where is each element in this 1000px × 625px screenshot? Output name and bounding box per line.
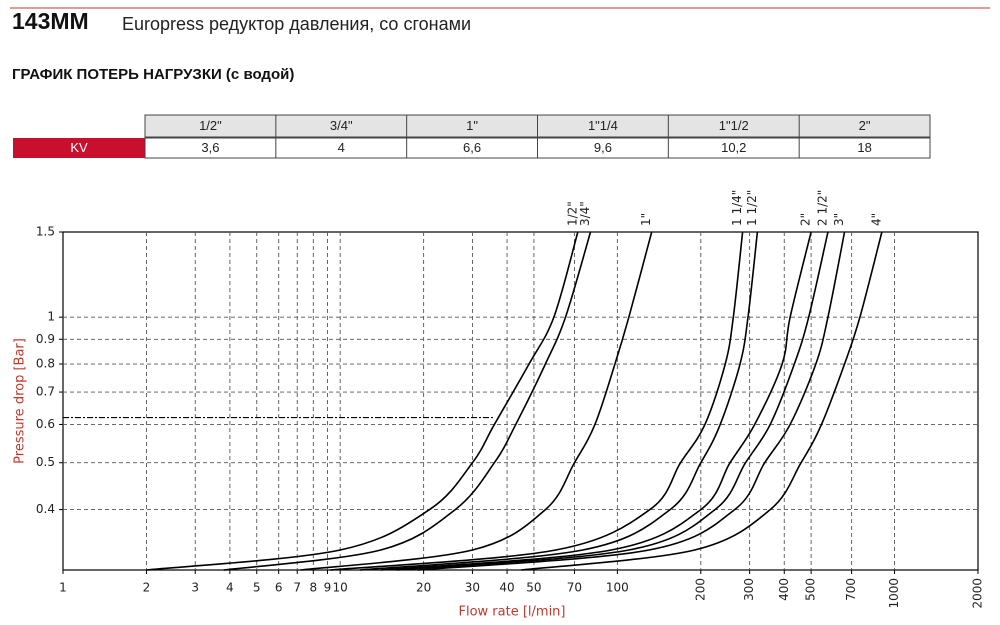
plot-frame <box>62 231 979 571</box>
kv-value: 18 <box>857 140 871 155</box>
y-tick-label: 0.7 <box>36 385 55 399</box>
column-header: 1"1/4 <box>588 118 618 133</box>
x-tick-label: 400 <box>777 578 791 601</box>
series-label: 1" <box>639 213 653 226</box>
y-tick-label: 0.5 <box>36 455 55 469</box>
x-tick-label: 1000 <box>887 578 901 609</box>
flow-curve <box>330 231 744 571</box>
flow-curve <box>223 231 592 571</box>
series-label: 2 1/2" <box>815 190 829 226</box>
series-label: 1 1/4" <box>730 190 744 226</box>
kv-value: 10,2 <box>721 140 746 155</box>
product-title: Europress редуктор давления, со сгонами <box>122 14 471 34</box>
flow-curve <box>146 231 579 571</box>
series-label: 4" <box>869 213 883 226</box>
x-tick-label: 40 <box>499 581 514 595</box>
kv-table: KV 1/2" 3,6 3/4" 4 1" 6,6 1"1/4 9,6 1"1/2 10,2 2" 18 <box>13 114 931 159</box>
x-tick-label: 7 <box>293 581 301 595</box>
x-tick-label: 9 <box>324 581 332 595</box>
x-tick-label: 5 <box>253 581 261 595</box>
x-tick-label: 3 <box>191 581 199 595</box>
x-tick-label: 50 <box>526 581 541 595</box>
x-tick-label: 500 <box>804 578 818 601</box>
x-tick-label: 2 <box>143 581 151 595</box>
x-tick-label: 8 <box>310 581 318 595</box>
x-tick-label: 100 <box>606 581 629 595</box>
series-label: 1 1/2" <box>745 190 759 226</box>
column-header: 1" <box>466 118 478 133</box>
x-axis-label: Flow rate [l/min] <box>459 605 566 620</box>
flow-curve <box>300 231 653 571</box>
y-tick-label: 0.9 <box>36 332 55 346</box>
section-title: ГРАФИК ПОТЕРЬ НАГРУЗКИ (с водой) <box>12 66 294 83</box>
plot: 0.4 0.5 0.6 0.7 0.8 0.9 1 1.5 1 2 3 4 5 6 7 8 9 10 20 30 40 5… <box>36 190 985 609</box>
x-tick-label: 1 <box>59 581 67 595</box>
kv-value: 4 <box>338 140 345 155</box>
series-label: 3/4" <box>578 201 592 226</box>
column-header: 2" <box>859 118 871 133</box>
y-axis-label: Pressure drop [Bar] <box>13 338 28 464</box>
kv-value: 6,6 <box>463 140 481 155</box>
y-tick-label: 1 <box>47 310 55 324</box>
flow-curve <box>360 231 759 571</box>
product-code: 143MM <box>12 8 89 34</box>
x-tick-label: 200 <box>693 578 707 601</box>
column-header: 1"1/2 <box>719 118 749 133</box>
series-label: 2" <box>799 213 813 226</box>
x-tick-label: 4 <box>226 581 234 595</box>
series-label: 1/2" <box>565 201 579 226</box>
x-tick-label: 6 <box>275 581 283 595</box>
flow-curve <box>417 231 846 571</box>
y-tick-label: 0.6 <box>36 417 55 431</box>
x-tick-label: 10 <box>333 581 348 595</box>
kv-value: 9,6 <box>594 140 612 155</box>
x-tick-label: 20 <box>416 581 431 595</box>
y-tick-label: 0.4 <box>36 502 55 516</box>
flow-curve <box>396 231 829 571</box>
x-tick-label: 2000 <box>971 578 985 609</box>
y-tick-label: 1.5 <box>36 225 55 239</box>
flow-curve <box>521 231 883 571</box>
x-tick-label: 300 <box>742 578 756 601</box>
series-label: 3" <box>832 213 846 226</box>
flow-curve <box>380 231 812 571</box>
x-tick-label: 700 <box>844 578 858 601</box>
kv-value: 3,6 <box>201 140 219 155</box>
kv-label: KV <box>70 140 88 155</box>
x-tick-label: 30 <box>465 581 480 595</box>
kv-label-cell <box>13 138 145 158</box>
y-tick-label: 0.8 <box>36 357 55 371</box>
column-header: 1/2" <box>199 118 222 133</box>
column-header: 3/4" <box>330 118 353 133</box>
x-tick-label: 70 <box>567 581 582 595</box>
